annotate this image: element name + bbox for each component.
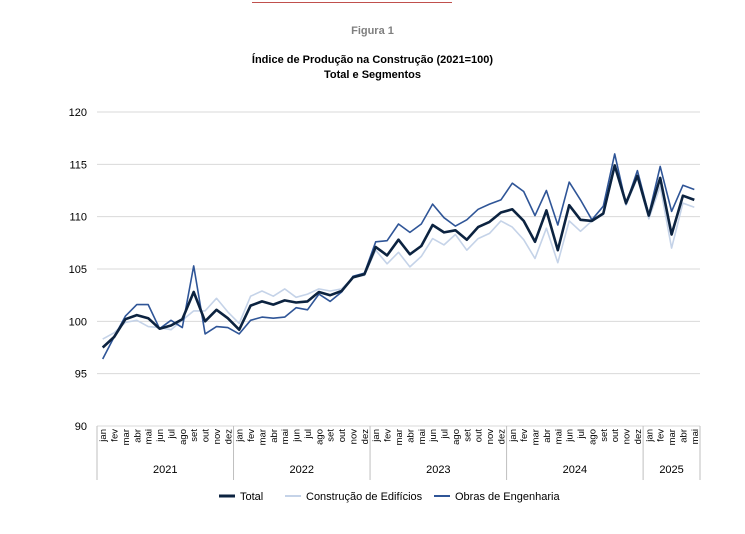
x-tick-label: mar <box>257 429 268 445</box>
x-tick-label: jun <box>428 429 439 443</box>
x-tick-label: mai <box>144 429 155 444</box>
chart-title: Índice de Produção na Construção (2021=1… <box>251 54 494 66</box>
x-axis: jan fev mar abr mai jun jul ago set out nov dez jan f… <box>96 426 701 480</box>
x-tick-label: ago <box>587 429 598 445</box>
x-tick-label: mar <box>121 429 132 445</box>
x-tick-label: mar <box>394 429 405 445</box>
y-tick-label: 115 <box>69 159 87 171</box>
x-tick-label: jan <box>98 429 109 443</box>
y-tick-label: 95 <box>75 369 87 381</box>
x-tick-label: nov <box>485 429 496 445</box>
y-tick-label: 110 <box>69 212 87 224</box>
x-tick-label: mai <box>280 429 291 444</box>
chart-title-block: Índice de Produção na Construção (2021=1… <box>0 53 745 83</box>
x-tick-label: jan <box>235 429 246 443</box>
x-tick-label: fev <box>110 429 121 442</box>
x-tick-label: fev <box>656 429 667 442</box>
x-tick-label: jan <box>644 429 655 443</box>
x-tick-label: nov <box>622 429 633 445</box>
x-tick-label: set <box>326 429 337 442</box>
x-tick-label: dez <box>223 429 234 445</box>
x-tick-label: mai <box>690 429 701 444</box>
x-tick-label: abr <box>542 429 553 443</box>
x-tick-label: jan <box>371 429 382 443</box>
x-tick-label: jan <box>508 429 519 443</box>
x-tick-label: out <box>474 429 485 443</box>
x-tick-label: fev <box>246 429 257 442</box>
x-tick-label: dez <box>496 429 507 445</box>
x-tick-label: dez <box>360 429 371 445</box>
x-tick-label: set <box>189 429 200 442</box>
x-tick-label: jul <box>166 429 177 440</box>
y-tick-label: 100 <box>69 316 87 328</box>
year-label: 2022 <box>290 464 314 476</box>
legend-entry: Total <box>240 491 263 503</box>
year-label: 2025 <box>659 464 683 476</box>
legend-entry: Obras de Engenharia <box>455 491 560 503</box>
figure-label: Figura 1 <box>351 25 394 37</box>
top-divider-line <box>252 2 452 3</box>
y-tick-label: 90 <box>75 421 87 433</box>
legend-entry: Construção de Edifícios <box>306 491 423 503</box>
x-tick-label: abr <box>269 429 280 443</box>
x-tick-label: abr <box>405 429 416 443</box>
x-tick-label: ago <box>178 429 189 445</box>
y-axis-ticks: 90 95 100 105 110 115 120 <box>69 107 87 433</box>
x-tick-label: abr <box>678 429 689 443</box>
x-tick-label: out <box>201 429 212 443</box>
chart-subtitle: Total e Segmentos <box>324 69 421 81</box>
gridlines <box>97 111 700 427</box>
x-tick-label: nov <box>212 429 223 445</box>
x-tick-label: jul <box>576 429 587 440</box>
x-tick-label: jun <box>155 429 166 443</box>
x-tick-label: out <box>337 429 348 443</box>
x-tick-label: set <box>599 429 610 442</box>
x-tick-label: mar <box>531 429 542 445</box>
x-tick-label: set <box>462 429 473 442</box>
x-tick-label: nov <box>348 429 359 445</box>
x-tick-label: fev <box>383 429 394 442</box>
x-tick-label: jul <box>440 429 451 440</box>
x-tick-label: mar <box>667 429 678 445</box>
x-tick-label: jun <box>292 429 303 443</box>
x-tick-label: mai <box>553 429 564 444</box>
year-label: 2021 <box>153 464 177 476</box>
x-tick-label: ago <box>451 429 462 445</box>
x-tick-label: dez <box>633 429 644 445</box>
x-tick-label: fev <box>519 429 530 442</box>
x-tick-label: abr <box>132 429 143 443</box>
legend: Total Construção de Edifícios Obras de Eng… <box>219 491 560 503</box>
series-line-total <box>101 164 695 349</box>
year-label: 2023 <box>426 464 450 476</box>
x-tick-label: jun <box>565 429 576 443</box>
series-lines <box>101 153 695 360</box>
x-tick-label: out <box>610 429 621 443</box>
year-label: 2024 <box>563 464 587 476</box>
x-tick-label: ago <box>314 429 325 445</box>
series-line-obras-de-engenharia <box>101 153 695 360</box>
x-tick-label: mai <box>417 429 428 444</box>
y-tick-label: 120 <box>69 107 87 119</box>
y-tick-label: 105 <box>69 264 87 276</box>
x-tick-label: jul <box>303 429 314 440</box>
